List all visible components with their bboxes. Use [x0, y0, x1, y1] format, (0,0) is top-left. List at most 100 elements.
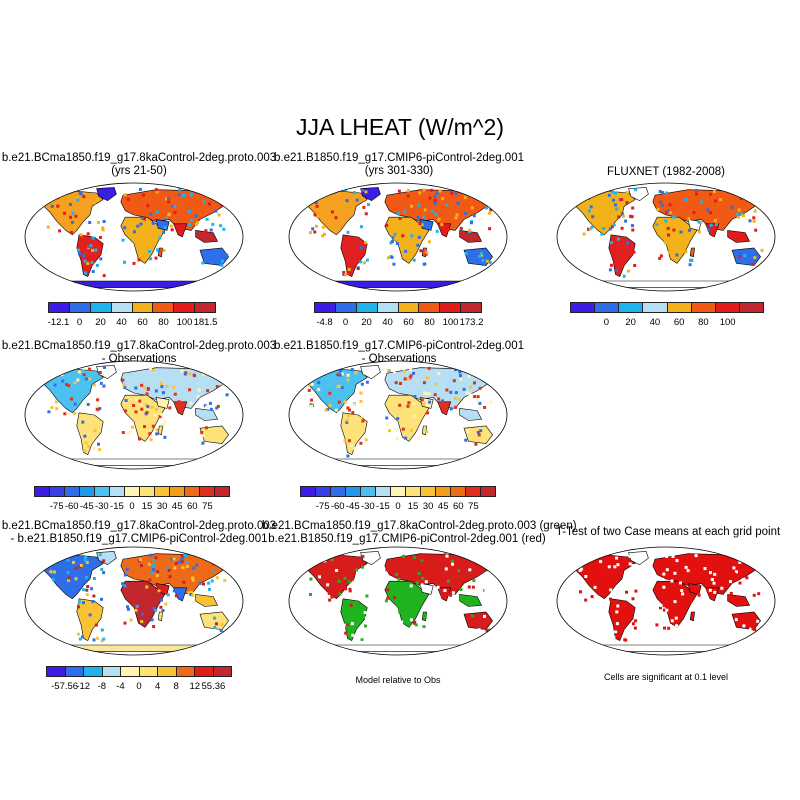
land-region: [50, 280, 218, 288]
colorbar-swatch: [715, 303, 740, 312]
colorbar-tick-label: 100: [442, 317, 459, 328]
colorbar-swatch: [461, 303, 481, 312]
colorbar-swatch: [195, 303, 215, 312]
colorbar-tick-label: 60: [673, 317, 685, 328]
panel-3-title: FLUXNET (1982-2008): [556, 166, 776, 179]
colorbar-swatch: [195, 667, 214, 676]
land-region: [157, 425, 163, 436]
colorbar-swatch: [331, 487, 346, 496]
colorbar-tick-label: 80: [424, 317, 435, 328]
colorbar-swatch: [376, 487, 391, 496]
colorbar-swatch: [421, 487, 436, 496]
panel-5-title-line-1: b.e21.B1850.f19_g17.CMIP6-piControl-2deg…: [274, 340, 524, 352]
colorbar-tick-label: 0: [603, 317, 610, 328]
colorbar-swatch: [451, 487, 466, 496]
panel-6-title-line-2: - b.e21.B1850.f19_g17.CMIP6-piControl-2d…: [10, 533, 268, 545]
land-region: [314, 644, 482, 652]
land-region: [360, 365, 381, 380]
colorbar-tick-label: 15: [407, 501, 419, 512]
colorbar-tick-label: 45: [437, 501, 449, 512]
colorbar-tick-label: 100: [719, 317, 736, 328]
land-region: [727, 594, 751, 607]
colorbar-swatch: [84, 667, 103, 676]
colorbar-swatch: [335, 303, 357, 312]
colorbar-tick-label: 0: [129, 501, 135, 512]
colorbar-tick-label: 60: [453, 501, 464, 512]
colorbar-swatch: [49, 303, 70, 312]
colorbar-tick-label: 20: [95, 317, 106, 328]
colorbar-swatch: [619, 303, 644, 312]
land-region: [76, 598, 104, 642]
colorbar-swatch: [377, 303, 399, 312]
panel-7-title: b.e21.BCma1850.f19_g17.8kaControl-2deg.p…: [262, 520, 577, 546]
panel-8-title-line-1: T-Test of two Case means at each grid po…: [555, 526, 781, 538]
colorbar-swatch: [47, 667, 66, 676]
panel-7-note: Model relative to Obs: [355, 675, 441, 685]
colorbar-tick-label: -60: [330, 501, 345, 512]
land-region: [459, 230, 483, 243]
colorbar-tick-label: 0: [395, 501, 401, 512]
colorbar-swatch: [643, 303, 668, 312]
panel-8-title: T-Test of two Case means at each grid po…: [552, 526, 784, 539]
land-region: [314, 280, 482, 288]
land-region: [582, 280, 750, 288]
colorbar-tick-label: 60: [187, 501, 198, 512]
colorbar-swatch: [111, 303, 133, 312]
colorbar-swatch: [155, 487, 170, 496]
colorbar-tick-label: 40: [649, 317, 661, 328]
panel-6-title-line-1: b.e21.BCma1850.f19_g17.8kaControl-2deg.p…: [1, 520, 277, 532]
colorbar-swatch: [200, 487, 215, 496]
colorbar-cells: [314, 302, 482, 313]
colorbar-swatch: [419, 303, 441, 312]
colorbar-swatch: [121, 667, 140, 676]
colorbar-swatch: [102, 667, 121, 676]
land-region: [199, 425, 229, 444]
land-region: [384, 394, 430, 442]
colorbar-tick-label: 100: [176, 317, 193, 328]
colorbar-swatch: [132, 303, 154, 312]
colorbar-tick-label: 40: [116, 317, 127, 328]
colorbar-swatch: [691, 303, 716, 312]
land-region: [463, 611, 493, 630]
land-region: [459, 594, 483, 607]
colorbar-cells: [34, 486, 230, 497]
colorbar-tick-label: 181.5: [193, 317, 218, 328]
panel-4-title-line-1: b.e21.BCma1850.f19_g17.8kaControl-2deg.p…: [1, 340, 277, 352]
colorbar-tick-label: -12.1: [47, 317, 70, 328]
land-region: [43, 554, 104, 600]
land-region: [96, 187, 117, 202]
map-panel-5: [288, 360, 508, 470]
colorbar-swatch: [125, 487, 140, 496]
colorbar-swatch: [65, 487, 80, 496]
panel-1-title-line-1: b.e21.BCma1850.f19_g17.8kaControl-2deg.p…: [1, 152, 277, 164]
colorbar-swatch: [356, 303, 378, 312]
colorbar-tick-label: -45: [345, 501, 360, 512]
land-region: [652, 580, 698, 628]
colorbar-panel-3: 0 20 40 60 80 100: [570, 302, 764, 332]
land-region: [459, 408, 483, 421]
panel-7-title-line-2: b.e21.B1850.f19_g17.CMIP6-piControl-2deg…: [268, 533, 546, 545]
map-panel-2: [288, 182, 508, 292]
colorbar-tick-label: 4: [154, 681, 161, 692]
land-region: [628, 551, 649, 566]
panel-7-title-line-1: b.e21.BCma1850.f19_g17.8kaControl-2deg.p…: [262, 520, 577, 532]
panel-1-title: b.e21.BCma1850.f19_g17.8kaControl-2deg.p…: [0, 152, 278, 178]
colorbar-tick-label: -4.8: [316, 317, 333, 328]
colorbar-swatch: [90, 303, 112, 312]
colorbar-swatch: [466, 487, 481, 496]
colorbar-tick-label: 173.2: [459, 317, 484, 328]
colorbar-swatch: [80, 487, 95, 496]
colorbar-swatch: [481, 487, 495, 496]
colorbar-tick-label: 0: [76, 317, 83, 328]
colorbar-cells: [46, 666, 232, 677]
colorbar-swatch: [139, 667, 158, 676]
colorbar-tick-label: 8: [173, 681, 179, 692]
colorbar-panel-5: -75 -60 -45 -30 -15 0 15 30 45 60 75: [300, 486, 496, 516]
colorbar-tick-label: 60: [137, 317, 148, 328]
colorbar-tick-label: 45: [171, 501, 183, 512]
colorbar-tick-label: -75: [49, 501, 64, 512]
land-region: [96, 365, 117, 380]
colorbar-swatch: [176, 667, 195, 676]
panel-8-note: Cells are significant at 0.1 level: [603, 672, 729, 682]
colorbar-tick-label: 15: [141, 501, 153, 512]
